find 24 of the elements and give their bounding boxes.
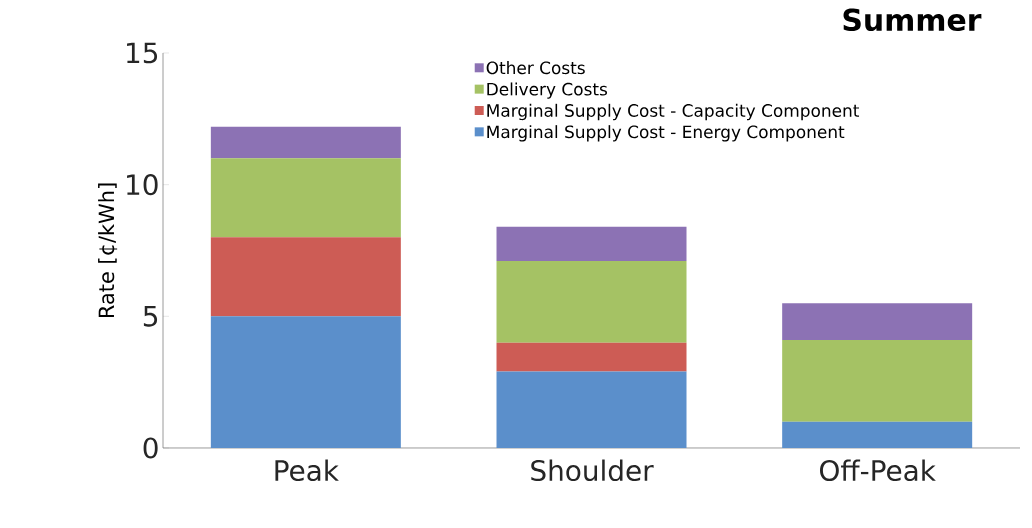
bar [496, 371, 687, 448]
y-tick-label: 5 [143, 305, 158, 327]
bar [782, 421, 973, 448]
bar [496, 261, 687, 343]
bar [210, 237, 401, 317]
bar [210, 158, 401, 238]
legend-label: Marginal Supply Cost - Capacity Component [487, 103, 860, 121]
y-tick-label: 10 [127, 174, 158, 196]
bar [496, 226, 687, 262]
x-tick-label: Peak [275, 459, 339, 482]
bar [782, 340, 973, 422]
y-tick-label: 15 [127, 42, 158, 64]
y-axis-title: Rate [¢/kWh] [98, 183, 118, 318]
x-tick-label: Off-Peak [820, 459, 936, 482]
x-tick-label: Shoulder [531, 459, 654, 482]
y-tick-label: 0 [143, 437, 158, 459]
legend-label: Marginal Supply Cost - Energy Component [487, 125, 845, 142]
legend-label: Other Costs [486, 61, 585, 75]
chart-title: Summer [843, 8, 982, 32]
bar [782, 303, 973, 341]
bar [496, 342, 687, 372]
bar [210, 126, 401, 159]
bar [210, 316, 401, 448]
legend-label: Delivery Costs [487, 82, 608, 99]
